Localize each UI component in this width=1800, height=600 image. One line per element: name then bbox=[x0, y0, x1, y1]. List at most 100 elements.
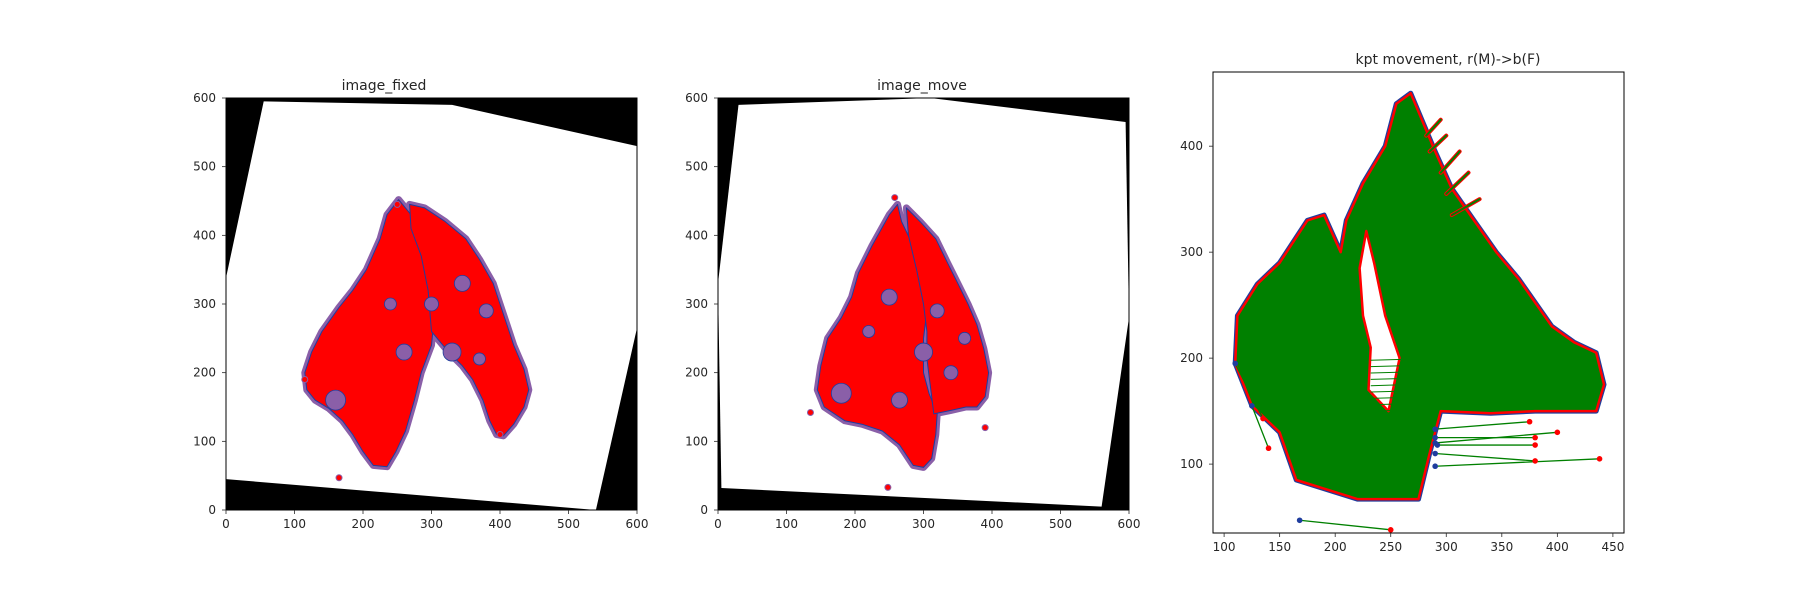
x-tick-label: 150 bbox=[1268, 540, 1291, 554]
tissue-gap bbox=[958, 331, 971, 345]
movement-line bbox=[1435, 452, 1536, 462]
axes-frame bbox=[1212, 71, 1625, 534]
y-tick-label: 500 bbox=[193, 160, 216, 174]
movement-line bbox=[1370, 376, 1447, 380]
movement-line bbox=[1435, 458, 1600, 467]
movement-tail bbox=[1428, 134, 1448, 153]
movement-line bbox=[1370, 357, 1447, 361]
tissue-gap bbox=[473, 352, 486, 366]
moving-keypoint bbox=[1532, 434, 1538, 441]
movement-line bbox=[1234, 363, 1264, 419]
keypoint-outlier bbox=[301, 376, 309, 384]
keypoint-outlier bbox=[891, 194, 899, 202]
y-tick-label: 300 bbox=[193, 297, 216, 311]
y-tick-label: 400 bbox=[685, 228, 708, 242]
fixed-keypoint bbox=[1249, 403, 1255, 409]
x-tick-label: 300 bbox=[420, 517, 443, 531]
fixed-keypoint bbox=[1232, 360, 1239, 367]
tissue-gap bbox=[395, 343, 413, 361]
x-tick-label: 350 bbox=[1490, 540, 1513, 554]
panel-title: image_move bbox=[877, 78, 967, 94]
movement-line bbox=[1370, 383, 1447, 387]
y-tick-label: 500 bbox=[685, 160, 708, 174]
y-tick-label: 200 bbox=[193, 366, 216, 380]
movement-line bbox=[1370, 402, 1447, 406]
movement-line bbox=[1370, 363, 1447, 368]
x-tick-label: 600 bbox=[626, 517, 649, 531]
y-tick-label: 600 bbox=[685, 91, 708, 105]
y-tick-label: 100 bbox=[193, 434, 216, 448]
panel-image-move: image_move 0 100 200 300 400 500 600 0 100 200 300… bbox=[685, 78, 1140, 531]
tissue-gap bbox=[830, 382, 852, 404]
movement-tail bbox=[1425, 118, 1442, 137]
fixed-keypoint bbox=[1432, 426, 1438, 432]
moving-keypoint bbox=[1260, 415, 1266, 422]
y-tick-label: 0 bbox=[700, 503, 708, 517]
tissue-gap bbox=[442, 342, 462, 362]
x-tick-label: 100 bbox=[283, 517, 306, 531]
fixed-keypoint bbox=[1434, 442, 1441, 448]
moving-keypoint bbox=[1596, 456, 1603, 462]
x-tick-label: 600 bbox=[1118, 517, 1141, 531]
moving-keypoint bbox=[1526, 418, 1533, 425]
keypoint-cloud-right bbox=[409, 203, 530, 437]
keypoint-outlier bbox=[393, 200, 401, 208]
y-tick-label: 600 bbox=[193, 91, 216, 105]
x-tick-label: 200 bbox=[1324, 540, 1347, 554]
tissue-gap bbox=[891, 391, 908, 409]
movement-tail bbox=[1439, 150, 1461, 174]
tissue-gap bbox=[943, 365, 959, 381]
tissue-gap bbox=[880, 288, 898, 306]
movement-line bbox=[1370, 370, 1447, 374]
fixed-keypoint bbox=[1432, 434, 1438, 441]
moving-keypoint bbox=[1387, 527, 1394, 533]
x-tick-label: 500 bbox=[557, 517, 580, 531]
moving-keypoint bbox=[1265, 445, 1272, 452]
x-tick-label: 300 bbox=[1435, 540, 1458, 554]
tissue-gap bbox=[862, 325, 876, 338]
y-tick-label: 0 bbox=[208, 503, 216, 517]
movement-line bbox=[1435, 421, 1530, 430]
x-tick-label: 0 bbox=[222, 517, 230, 531]
tissue-gap bbox=[383, 297, 397, 311]
fixed-keypoint bbox=[1432, 450, 1438, 457]
tissue-gap bbox=[424, 296, 439, 312]
x-tick-label: 250 bbox=[1379, 540, 1402, 554]
y-tick-label: 100 bbox=[685, 434, 708, 448]
x-tick-label: 450 bbox=[1601, 540, 1624, 554]
tissue-gap bbox=[914, 342, 933, 362]
x-tick-label: 200 bbox=[352, 517, 375, 531]
x-tick-label: 300 bbox=[912, 517, 935, 531]
movement-tail bbox=[1450, 198, 1481, 217]
y-tick-label: 300 bbox=[1180, 245, 1203, 259]
plot-area bbox=[1232, 90, 1607, 533]
y-tick-label: 300 bbox=[685, 297, 708, 311]
axis-ticks: 0 100 200 300 400 500 600 0 100 200 300 400 500 600 bbox=[685, 91, 1140, 531]
movement-line bbox=[1299, 519, 1391, 531]
axis-ticks: 0 100 200 300 400 500 600 0 100 200 300 400 500 600 bbox=[193, 91, 648, 531]
fixed-keypoint bbox=[1432, 463, 1438, 470]
x-tick-label: 400 bbox=[489, 517, 512, 531]
movement-line bbox=[1370, 395, 1447, 399]
y-tick-label: 400 bbox=[193, 228, 216, 242]
tissue-gap bbox=[478, 303, 494, 319]
movement-line bbox=[1370, 389, 1447, 393]
moving-keypoint bbox=[1532, 458, 1538, 464]
x-tick-label: 100 bbox=[775, 517, 798, 531]
movement-lines-mass bbox=[1233, 91, 1606, 501]
tissue-gap bbox=[929, 303, 945, 319]
panel-image-fixed: image_fixed 0 100 200 300 400 500 600 0 100 200 30… bbox=[193, 78, 648, 531]
moving-keypoint bbox=[1532, 442, 1538, 448]
x-tick-label: 400 bbox=[981, 517, 1004, 531]
axis-ticks: 100 150 200 250 300 350 400 450 100 200 300 400 bbox=[1180, 139, 1624, 554]
x-tick-label: 200 bbox=[844, 517, 867, 531]
moving-keypoint bbox=[1554, 429, 1561, 436]
x-tick-label: 0 bbox=[714, 517, 722, 531]
panel-kpt-movement: kpt movement, r(M)->b(F) 100 150 200 250 300… bbox=[1180, 52, 1625, 554]
keypoint-cloud-right bbox=[905, 207, 990, 415]
movement-tail bbox=[1445, 171, 1470, 195]
keypoint-outlier bbox=[884, 483, 892, 491]
y-tick-label: 200 bbox=[1180, 351, 1203, 365]
x-tick-label: 500 bbox=[1049, 517, 1072, 531]
